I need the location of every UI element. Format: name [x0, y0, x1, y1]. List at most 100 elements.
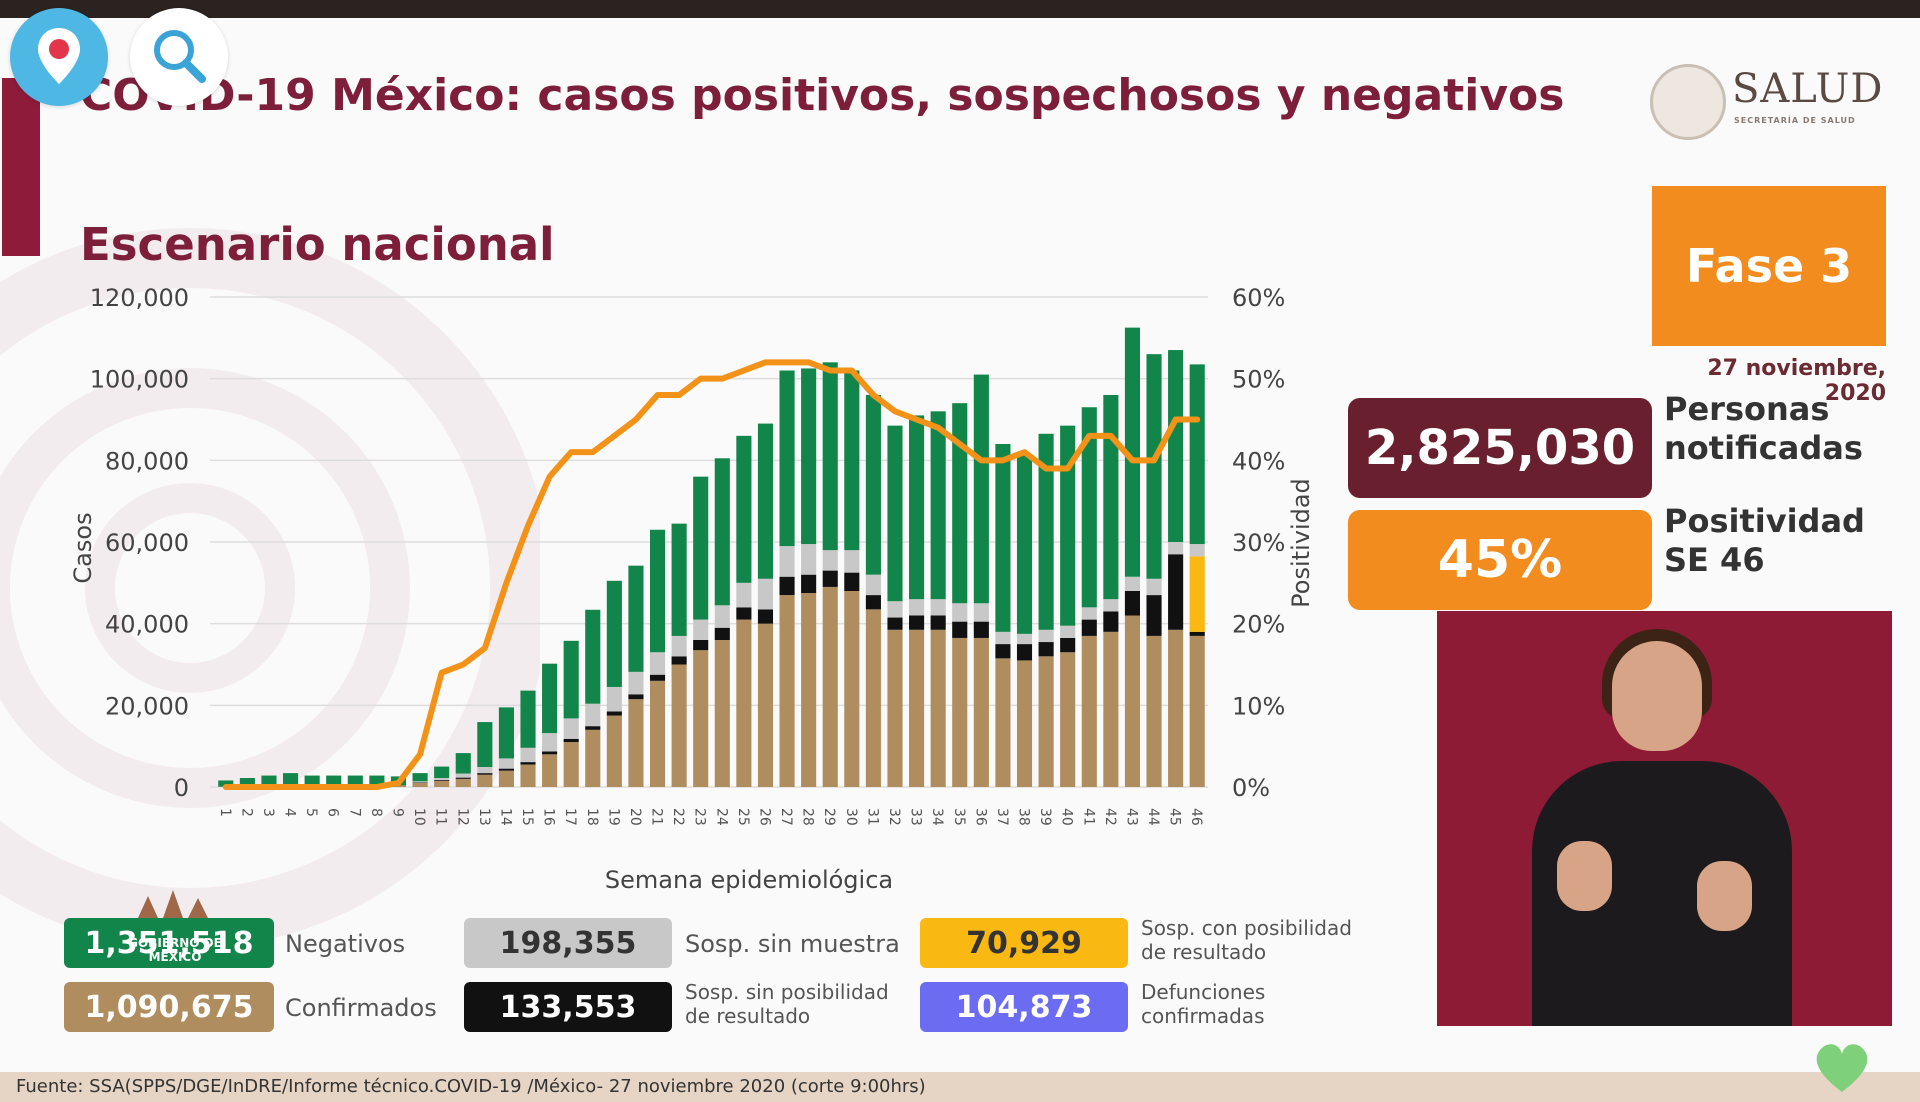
- bar-sosp-sin-posibilidad-de-resultado: [1060, 637, 1076, 653]
- x-tick-label: 12: [454, 808, 470, 826]
- y-tick-label: 0: [174, 774, 189, 802]
- bar-negativos: [801, 368, 817, 545]
- bar-confirmados: [498, 770, 514, 787]
- y-tick-label: 20,000: [105, 692, 189, 720]
- bar-negativos: [1189, 364, 1205, 545]
- y-tick-label: 120,000: [90, 284, 189, 312]
- x-tick-label: 19: [605, 808, 621, 826]
- bar-negativos: [1016, 454, 1033, 634]
- bar-sosp-sin-muestra: [995, 631, 1011, 645]
- bar-negativos: [455, 753, 471, 774]
- x-tick-label: 16: [541, 808, 557, 826]
- x-tick-label: 1: [217, 808, 233, 817]
- heart-icon: [1816, 1044, 1868, 1092]
- bar-sosp-sin-muestra: [628, 671, 644, 695]
- bar-sosp-sin-posibilidad-de-resultado: [1081, 619, 1097, 636]
- x-tick-label: 39: [1037, 808, 1053, 826]
- bar-confirmados: [973, 637, 989, 787]
- bar-sosp-sin-muestra: [649, 652, 666, 675]
- bar-confirmados: [887, 629, 903, 787]
- logo-text: SALUD: [1732, 66, 1884, 112]
- bar-sosp-sin-muestra: [671, 635, 687, 657]
- x-tick-label: 17: [562, 808, 578, 826]
- bar-sosp-sin-muestra: [714, 605, 730, 628]
- search-icon: [154, 30, 206, 83]
- bar-negativos: [1081, 407, 1097, 608]
- bar-sosp-sin-muestra: [930, 599, 946, 616]
- bar-confirmados: [1038, 656, 1054, 787]
- y2-tick-label: 50%: [1232, 366, 1285, 394]
- x-tick-label: 46: [1188, 808, 1204, 826]
- bar-sosp-sin-muestra: [1124, 576, 1141, 591]
- positividad-line: [222, 359, 1201, 790]
- x-tick-label: 24: [713, 808, 729, 826]
- bar-sosp-sin-posibilidad-de-resultado: [1038, 642, 1054, 657]
- bar-negativos: [757, 423, 774, 579]
- bar-confirmados: [693, 650, 709, 787]
- bar-sosp-sin-posibilidad-de-resultado: [1124, 591, 1141, 616]
- bar-confirmados: [477, 774, 493, 787]
- interpreter-left-hand: [1557, 841, 1612, 911]
- bar-sosp-sin-muestra: [585, 703, 601, 727]
- y2-tick-label: 10%: [1232, 692, 1285, 720]
- bar-sosp-sin-muestra: [887, 601, 903, 618]
- bar-sosp-sin-muestra: [736, 582, 752, 608]
- bar-sosp-sin-muestra: [455, 773, 471, 778]
- sosp-sin-posibilidad-label: Sosp. sin posibilidad de resultado: [685, 980, 889, 1028]
- x-axis-label: Semana epidemiológica: [605, 866, 893, 894]
- bar-sosp-sin-posibilidad-de-resultado: [585, 726, 601, 730]
- bar-negativos: [542, 663, 558, 734]
- bar-confirmados: [606, 715, 622, 787]
- bar-confirmados: [585, 729, 601, 787]
- sign-language-interpreter-video: [1437, 611, 1892, 1026]
- bar-confirmados: [995, 658, 1011, 787]
- bar-sosp-sin-muestra: [844, 550, 860, 573]
- bar-negativos: [693, 476, 709, 620]
- bar-sosp-sin-muestra: [542, 733, 558, 752]
- bar-confirmados: [1189, 635, 1205, 787]
- cases-chart: 0 20,000 40,000 60,000 80,000 100,000 120,000 0…: [69, 284, 1315, 894]
- x-tick-label: 22: [670, 808, 686, 826]
- bar-confirmados: [930, 629, 946, 787]
- bar-negativos: [412, 773, 428, 782]
- bar-sosp-sin-muestra: [498, 758, 514, 769]
- y2-axis-label: Positividad: [1287, 478, 1315, 608]
- bar-confirmados: [822, 586, 838, 787]
- bar-confirmados: [1016, 660, 1033, 787]
- bar-negativos: [1103, 395, 1119, 600]
- bar-negativos: [563, 640, 579, 719]
- bar-sosp-sin-muestra: [606, 686, 622, 712]
- bar-negativos: [865, 395, 881, 575]
- search-button[interactable]: [130, 8, 228, 106]
- bar-negativos: [520, 690, 536, 748]
- bar-sosp-sin-muestra: [909, 599, 925, 616]
- bar-confirmados: [434, 780, 450, 787]
- bar-negativos: [844, 370, 860, 551]
- bar-confirmados: [909, 629, 925, 787]
- location-pin-button[interactable]: [10, 8, 108, 106]
- bar-negativos: [261, 775, 277, 786]
- confirmados-value: 1,090,675: [64, 982, 274, 1032]
- x-tick-label: 42: [1102, 808, 1118, 826]
- bar-confirmados: [563, 742, 579, 787]
- y-axis-label: Casos: [69, 512, 97, 583]
- bar-negativos: [930, 411, 946, 600]
- bar-sosp-sin-muestra: [973, 603, 989, 622]
- bar-sosp-con-posibilidad-de-resultado: [1189, 556, 1205, 632]
- bar-sosp-sin-posibilidad-de-resultado: [822, 570, 838, 587]
- bar-sosp-sin-posibilidad-de-resultado: [973, 621, 989, 638]
- bar-negativos: [714, 458, 730, 606]
- x-tick-label: 23: [692, 808, 708, 826]
- bar-sosp-sin-muestra: [1060, 625, 1076, 638]
- bar-sosp-sin-posibilidad-de-resultado: [714, 627, 730, 640]
- bar-sosp-sin-posibilidad-de-resultado: [542, 751, 558, 755]
- bar-sosp-sin-posibilidad-de-resultado: [434, 780, 450, 781]
- y-tick-label: 60,000: [105, 529, 189, 557]
- bar-sosp-sin-muestra: [801, 544, 817, 575]
- bar-confirmados: [736, 619, 752, 787]
- personas-notificadas-value: 2,825,030: [1348, 398, 1652, 498]
- bar-negativos: [1124, 327, 1141, 577]
- bar-confirmados: [628, 699, 644, 787]
- bar-sosp-sin-posibilidad-de-resultado: [520, 762, 536, 765]
- chart-subtitle: Escenario nacional: [80, 218, 555, 271]
